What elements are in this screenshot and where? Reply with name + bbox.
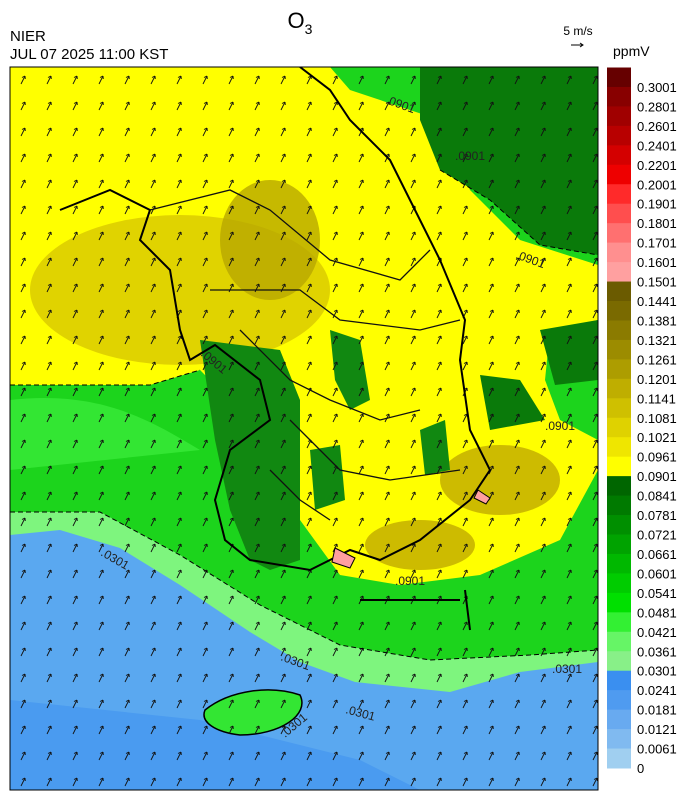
colorbar-swatch bbox=[607, 476, 631, 497]
colorbar-swatch bbox=[607, 553, 631, 574]
colorbar-swatch bbox=[607, 223, 631, 244]
colorbar-label: 0.0601 bbox=[637, 566, 677, 581]
contour-label: .0901 bbox=[395, 574, 425, 588]
colorbar-label: 0.0241 bbox=[637, 683, 677, 698]
colorbar-swatch bbox=[607, 515, 631, 535]
colorbar-swatch bbox=[607, 729, 631, 750]
colorbar-swatch bbox=[607, 145, 631, 166]
colorbar-label: 0.1261 bbox=[637, 352, 677, 367]
colorbar-swatch bbox=[607, 242, 631, 263]
colorbar-label: 0.1801 bbox=[637, 216, 677, 231]
contour-label: .0901 bbox=[545, 419, 575, 433]
colorbar-label: 0.0961 bbox=[637, 450, 677, 465]
wind-scale: 5 m/s bbox=[563, 24, 592, 38]
colorbar-swatch bbox=[607, 125, 631, 146]
colorbar-label: 0.2801 bbox=[637, 99, 677, 114]
timestamp: JUL 07 2025 11:00 KST bbox=[10, 46, 168, 63]
map-frame bbox=[9, 66, 599, 791]
colorbar-label: 0.0181 bbox=[637, 703, 677, 718]
colorbar-label: 0.2401 bbox=[637, 138, 677, 153]
colorbar-swatch bbox=[607, 651, 631, 672]
colorbar-label: 0.2001 bbox=[637, 177, 677, 192]
colorbar-label: 0.1441 bbox=[637, 294, 677, 309]
colorbar-swatch bbox=[607, 320, 631, 341]
colorbar-swatch bbox=[607, 378, 631, 399]
colorbar-swatch bbox=[607, 690, 631, 711]
colorbar-label: 0.1501 bbox=[637, 275, 677, 290]
colorbar-swatch bbox=[607, 359, 631, 380]
colorbar-swatch bbox=[607, 437, 631, 458]
colorbar-label: 0.0481 bbox=[637, 605, 677, 620]
colorbar-swatch bbox=[607, 106, 631, 127]
colorbar-swatch bbox=[607, 748, 631, 769]
colorbar-swatch bbox=[607, 339, 631, 360]
colorbar: 0.3001 0.2801 0.2601 0.2401 0.2201 0.2001 0.19… bbox=[607, 67, 677, 776]
title: O3 bbox=[288, 8, 313, 37]
colorbar-swatch bbox=[607, 184, 631, 205]
colorbar-swatch bbox=[607, 203, 631, 224]
colorbar-label: 0.1901 bbox=[637, 197, 677, 212]
colorbar-label: 0.0301 bbox=[637, 664, 677, 679]
colorbar-swatch bbox=[607, 417, 631, 438]
wind-scale-arrow bbox=[571, 42, 584, 48]
colorbar-label: 0.1141 bbox=[637, 391, 676, 406]
colorbar-label: 0.0361 bbox=[637, 644, 677, 659]
coastline bbox=[59, 67, 492, 631]
colorbar-swatch bbox=[607, 495, 631, 516]
colorbar-label: 0.0661 bbox=[637, 547, 677, 562]
colorbar-label: 0.0421 bbox=[637, 625, 677, 640]
colorbar-label: 0.0901 bbox=[637, 469, 677, 484]
colorbar-label: 0.0721 bbox=[637, 528, 677, 543]
colorbar-label: 0.1201 bbox=[637, 372, 677, 387]
colorbar-swatch bbox=[607, 86, 631, 107]
colorbar-label: 0.0781 bbox=[637, 508, 677, 523]
colorbar-swatch bbox=[607, 612, 631, 633]
contour-line bbox=[10, 169, 598, 661]
colorbar-swatch bbox=[607, 301, 631, 321]
colorbar-label: 0.1321 bbox=[637, 333, 677, 348]
colorbar-swatch bbox=[607, 164, 631, 185]
colorbar-label: 0.0061 bbox=[637, 742, 677, 757]
colorbar-label: 0.1381 bbox=[637, 313, 677, 328]
colorbar-label: 0.3001 bbox=[637, 80, 677, 95]
colorbar-swatch bbox=[607, 281, 631, 302]
colorbar-label: 0.2601 bbox=[637, 119, 677, 134]
field bbox=[331, 489, 491, 569]
contour-label: .0301 bbox=[552, 662, 582, 676]
colorbar-label: 0.1601 bbox=[637, 255, 677, 270]
colorbar-label: 0.2201 bbox=[637, 158, 677, 173]
colorbar-label: 0.1021 bbox=[637, 430, 677, 445]
colorbar-label: 0 bbox=[637, 761, 644, 776]
contour-label: .0901 bbox=[455, 149, 485, 163]
colorbar-label: 0.0541 bbox=[637, 586, 677, 601]
boundary bbox=[149, 189, 461, 521]
colorbar-swatch bbox=[607, 631, 631, 652]
colorbar-swatch bbox=[607, 534, 631, 555]
unit: ppmV bbox=[613, 43, 650, 59]
colorbar-swatch bbox=[607, 592, 631, 613]
colorbar-label: 0.1081 bbox=[637, 411, 677, 426]
colorbar-label: 0.1701 bbox=[637, 236, 677, 251]
colorbar-swatch bbox=[607, 670, 631, 691]
colorbar-label: 0.0121 bbox=[637, 722, 677, 737]
wind-vectors bbox=[10, 67, 598, 790]
colorbar-swatch bbox=[607, 709, 631, 730]
colorbar-swatch bbox=[607, 398, 631, 419]
agency: NIER bbox=[10, 28, 46, 45]
colorbar-label: 0.0841 bbox=[637, 489, 677, 504]
colorbar-swatch bbox=[607, 262, 631, 283]
colorbar-swatch bbox=[607, 456, 631, 477]
map: .0901 .0901 .0901 .0901 .0901 .0901 .030… bbox=[10, 67, 598, 790]
colorbar-swatch bbox=[607, 573, 631, 594]
colorbar-swatch bbox=[607, 67, 631, 88]
